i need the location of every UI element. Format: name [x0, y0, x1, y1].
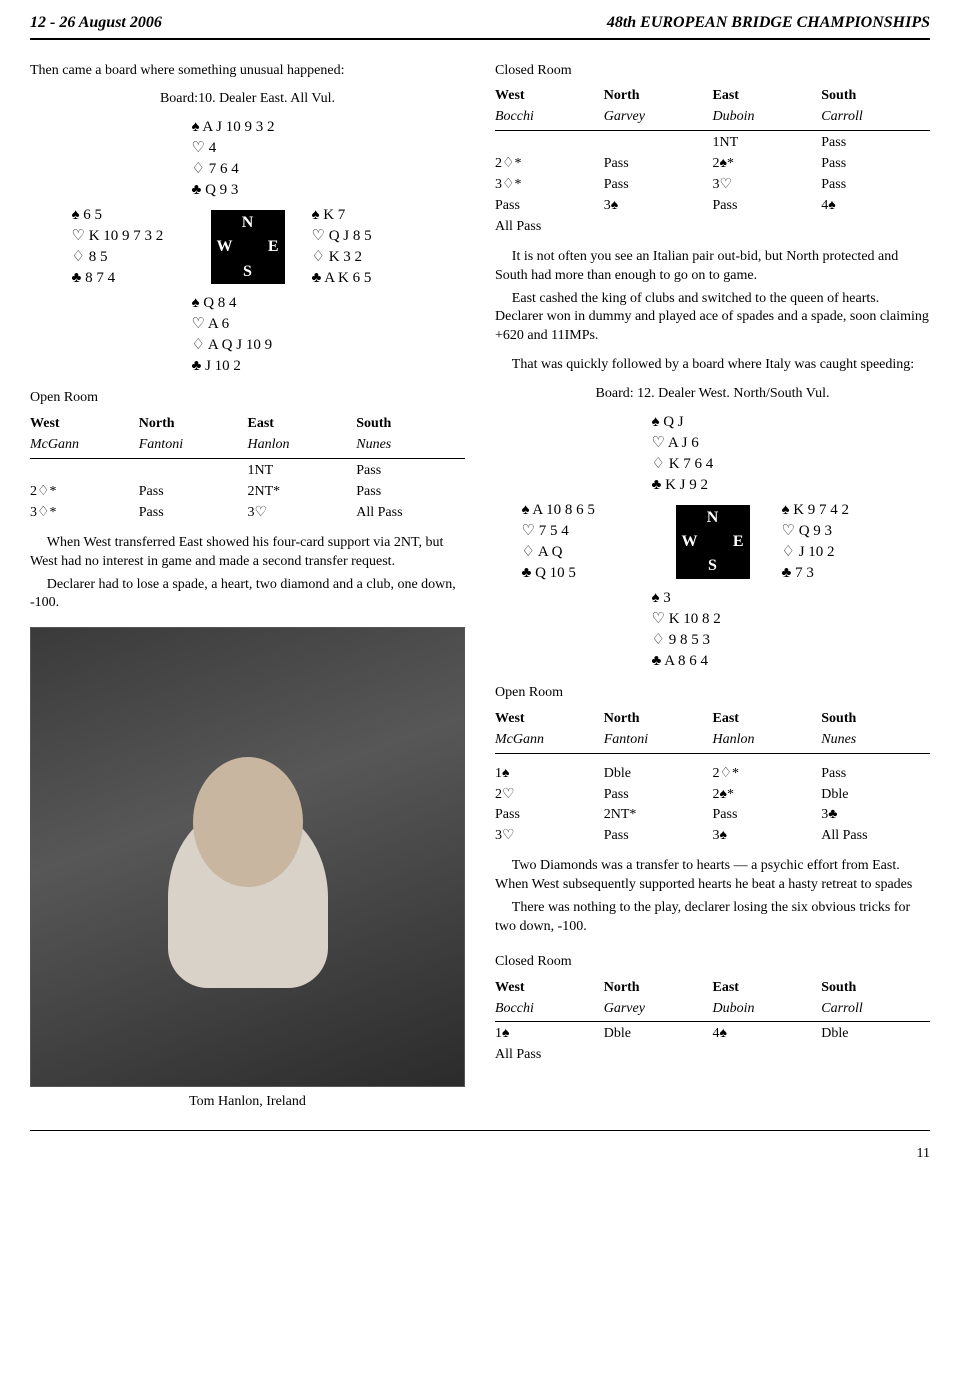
open-room-label: Open Room [30, 389, 465, 408]
right-p2: East cashed the king of clubs and switch… [495, 290, 930, 347]
north-hand: ♠ A J 10 9 3 2 ♡ 4 ♢ 7 6 4 ♣ Q 9 3 [188, 115, 308, 203]
compass-icon-12: N W E S [676, 505, 750, 579]
header-left: 12 - 26 August 2006 [30, 12, 162, 34]
intro-text: Then came a board where something unusua… [30, 62, 465, 81]
left-para2: Declarer had to lose a spade, a heart, t… [30, 576, 465, 614]
page-number: 11 [30, 1145, 930, 1164]
right-p3: That was quickly followed by a board whe… [495, 356, 930, 375]
player-photo [30, 627, 465, 1087]
board10-open-bidding: WestNorthEastSouth McGannFantoniHanlonNu… [30, 414, 465, 523]
south-hand: ♠ Q 8 4 ♡ A 6 ♢ A Q J 10 9 ♣ J 10 2 [188, 291, 308, 379]
footer-rule [30, 1130, 930, 1131]
west-hand-12: ♠ A 10 8 6 5 ♡ 7 5 4 ♢ A Q ♣ Q 10 5 [518, 498, 648, 586]
board12-heading: Board: 12. Dealer West. North/South Vul. [495, 385, 930, 404]
header-rule [30, 38, 930, 40]
board12-diagram: ♠ Q J ♡ A J 6 ♢ K 7 6 4 ♣ K J 9 2 ♠ A 10… [518, 410, 908, 674]
north-hand-12: ♠ Q J ♡ A J 6 ♢ K 7 6 4 ♣ K J 9 2 [648, 410, 778, 498]
right-column: Closed Room WestNorthEastSouth BocchiGar… [495, 58, 930, 1113]
right-p5: There was nothing to the play, declarer … [495, 899, 930, 937]
header-right: 48th EUROPEAN BRIDGE CHAMPIONSHIPS [607, 12, 930, 34]
right-p1: It is not often you see an Italian pair … [495, 248, 930, 286]
east-hand: ♠ K 7 ♡ Q J 8 5 ♢ K 3 2 ♣ A K 6 5 [308, 203, 428, 291]
right-p4: Two Diamonds was a transfer to hearts — … [495, 857, 930, 895]
page-header: 12 - 26 August 2006 48th EUROPEAN BRIDGE… [30, 12, 930, 34]
board10-closed-bidding: WestNorthEastSouth BocchiGarveyDuboinCar… [495, 86, 930, 237]
south-hand-12: ♠ 3 ♡ K 10 8 2 ♢ 9 8 5 3 ♣ A 8 6 4 [648, 586, 778, 674]
board10-diagram: ♠ A J 10 9 3 2 ♡ 4 ♢ 7 6 4 ♣ Q 9 3 ♠ 6 5… [68, 115, 428, 379]
closed-room-label-1: Closed Room [495, 62, 930, 81]
east-hand-12: ♠ K 9 7 4 2 ♡ Q 9 3 ♢ J 10 2 ♣ 7 3 [778, 498, 908, 586]
photo-caption: Tom Hanlon, Ireland [30, 1093, 465, 1112]
left-para1: When West transferred East showed his fo… [30, 534, 465, 572]
closed-room-label-2: Closed Room [495, 953, 930, 972]
open-room-label-2: Open Room [495, 684, 930, 703]
board10-heading: Board:10. Dealer East. All Vul. [30, 90, 465, 109]
west-hand: ♠ 6 5 ♡ K 10 9 7 3 2 ♢ 8 5 ♣ 8 7 4 [68, 203, 188, 291]
board12-closed-bidding: WestNorthEastSouth BocchiGarveyDuboinCar… [495, 978, 930, 1067]
board12-open-bidding: WestNorthEastSouth McGannFantoniHanlonNu… [495, 709, 930, 847]
compass-icon: N W E S [211, 210, 285, 284]
left-column: Then came a board where something unusua… [30, 58, 465, 1113]
